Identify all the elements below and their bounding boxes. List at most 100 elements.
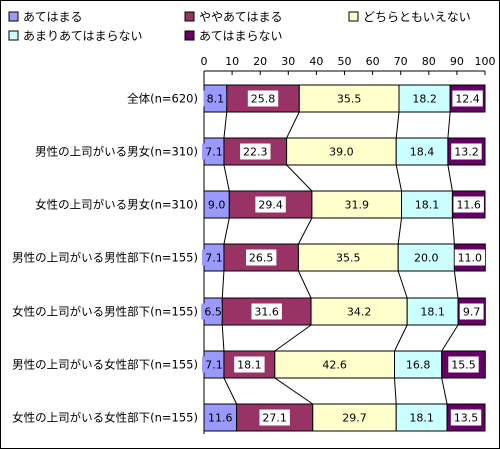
legend-swatch-3 xyxy=(348,11,359,22)
data-label-bg-3-3 xyxy=(411,249,442,266)
data-label-5-1: 18.1 xyxy=(237,359,262,372)
data-label-5-4: 15.5 xyxy=(451,359,476,372)
data-label-3-4: 11.0 xyxy=(458,252,483,265)
data-label-bg-6-3 xyxy=(406,409,437,426)
x-tick-label-60: 60 xyxy=(366,55,380,68)
category-label-4: 女性の上司がいる男性部下(n=155) xyxy=(12,305,198,319)
data-label-0-0: 8.1 xyxy=(207,93,225,106)
data-label-0-1: 25.8 xyxy=(251,93,276,106)
data-label-1-2: 39.0 xyxy=(329,146,354,159)
category-label-0: 全体(n=620) xyxy=(127,92,198,106)
legend-swatch-2 xyxy=(184,11,195,22)
data-label-bg-6-1 xyxy=(259,409,290,426)
connector-0-1 xyxy=(223,111,228,139)
connector-5-4 xyxy=(441,377,448,405)
data-label-bg-6-4 xyxy=(450,409,482,426)
data-label-5-3: 16.8 xyxy=(406,359,431,372)
data-label-6-2: 29.7 xyxy=(342,412,367,425)
data-label-bg-3-4 xyxy=(454,249,486,266)
data-label-bg-0-2 xyxy=(333,90,365,107)
data-label-bg-1-4 xyxy=(451,143,482,160)
data-label-1-4: 13.2 xyxy=(454,146,479,159)
category-label-5: 男性の上司がいる女性部下(n=155) xyxy=(12,358,198,372)
series-connectors xyxy=(221,111,459,405)
data-label-bg-3-2 xyxy=(333,249,364,266)
x-tick-label-10: 10 xyxy=(225,55,239,68)
data-label-3-2: 35.5 xyxy=(336,252,361,265)
legend-swatch-1 xyxy=(8,11,19,22)
connector-5-1 xyxy=(223,377,238,405)
connector-2-2 xyxy=(297,217,313,245)
data-label-bg-6-0 xyxy=(205,409,236,426)
data-label-bg-4-1 xyxy=(251,303,282,320)
x-tick-label-0: 0 xyxy=(201,55,208,68)
data-label-6-4: 13.5 xyxy=(454,412,479,425)
category-label-3: 男性の上司がいる男性部下(n=155) xyxy=(12,251,198,265)
data-label-bg-0-3 xyxy=(409,90,440,107)
data-label-3-1: 26.5 xyxy=(249,252,274,265)
connector-4-2 xyxy=(274,324,312,352)
data-label-bg-4-3 xyxy=(417,303,448,320)
connector-1-1 xyxy=(223,164,230,192)
data-label-bg-2-4 xyxy=(453,196,484,213)
data-label-4-2: 34.2 xyxy=(347,306,372,319)
connector-5-3 xyxy=(394,377,397,405)
data-label-0-4: 12.4 xyxy=(455,93,480,106)
data-label-bg-1-3 xyxy=(406,143,438,160)
legend-swatch-5 xyxy=(184,30,195,41)
data-label-2-2: 31.9 xyxy=(344,199,369,212)
connector-4-1 xyxy=(221,324,225,352)
category-labels: 全体(n=620) 男性の上司がいる男女(n=310) 女性の上司がいる男女(n=3… xyxy=(12,92,198,425)
connector-2-4 xyxy=(451,217,455,245)
data-label-5-2: 42.6 xyxy=(322,359,347,372)
data-label-bg-5-0 xyxy=(202,356,226,373)
data-label-2-3: 18.1 xyxy=(415,199,440,212)
data-label-bg-5-2 xyxy=(319,356,350,373)
data-label-2-1: 29.4 xyxy=(258,199,283,212)
legend-label-3: どちらともいえない xyxy=(363,10,471,24)
connector-3-4 xyxy=(453,270,459,299)
data-label-bg-1-1 xyxy=(240,143,271,160)
connector-3-1 xyxy=(221,270,225,299)
data-label-bg-5-4 xyxy=(448,356,479,373)
connector-3-3 xyxy=(397,270,408,299)
connector-0-3 xyxy=(395,111,400,139)
connector-1-4 xyxy=(447,164,453,192)
x-tick-label-30: 30 xyxy=(281,55,295,68)
legend-label-2: ややあてはまる xyxy=(199,10,283,24)
x-tick-label-90: 90 xyxy=(450,55,464,68)
legend-swatch-4 xyxy=(8,30,19,41)
data-label-5-0: 7.1 xyxy=(205,359,223,372)
connector-5-2 xyxy=(274,377,314,405)
data-label-bg-6-2 xyxy=(339,409,370,426)
data-label-bg-2-0 xyxy=(204,196,229,213)
data-label-2-4: 11.6 xyxy=(456,199,481,212)
data-label-1-3: 18.4 xyxy=(410,146,435,159)
data-label-bg-4-4 xyxy=(459,303,484,320)
data-label-6-1: 27.1 xyxy=(262,412,287,425)
category-label-6: 女性の上司がいる女性部下(n=155) xyxy=(12,411,198,425)
data-label-4-0: 6.5 xyxy=(204,306,222,319)
data-label-4-1: 31.6 xyxy=(254,306,279,319)
connector-4-4 xyxy=(441,324,459,352)
legend-label-1: あてはまる xyxy=(23,10,83,24)
data-label-bg-5-3 xyxy=(402,356,434,373)
x-tick-label-50: 50 xyxy=(338,55,352,68)
data-label-bg-0-1 xyxy=(247,90,279,107)
x-tick-label-20: 20 xyxy=(253,55,267,68)
data-label-bg-2-3 xyxy=(411,196,443,213)
data-label-bg-5-1 xyxy=(234,356,265,373)
data-label-bg-3-1 xyxy=(245,249,277,266)
data-label-3-3: 20.0 xyxy=(414,252,439,265)
bars: 8.1 25.8 35.5 18.2 12.4 7.1 22.3 39.0 18.4 13.2 9.… xyxy=(201,84,486,432)
data-label-bg-2-1 xyxy=(255,196,286,213)
x-tick-label-40: 40 xyxy=(309,55,323,68)
data-label-3-0: 7.1 xyxy=(205,252,223,265)
data-label-0-2: 35.5 xyxy=(337,93,362,106)
data-label-bg-4-2 xyxy=(343,303,375,320)
x-tick-label-80: 80 xyxy=(422,55,436,68)
legend-label-4: あまりあてはまらない xyxy=(23,29,143,43)
